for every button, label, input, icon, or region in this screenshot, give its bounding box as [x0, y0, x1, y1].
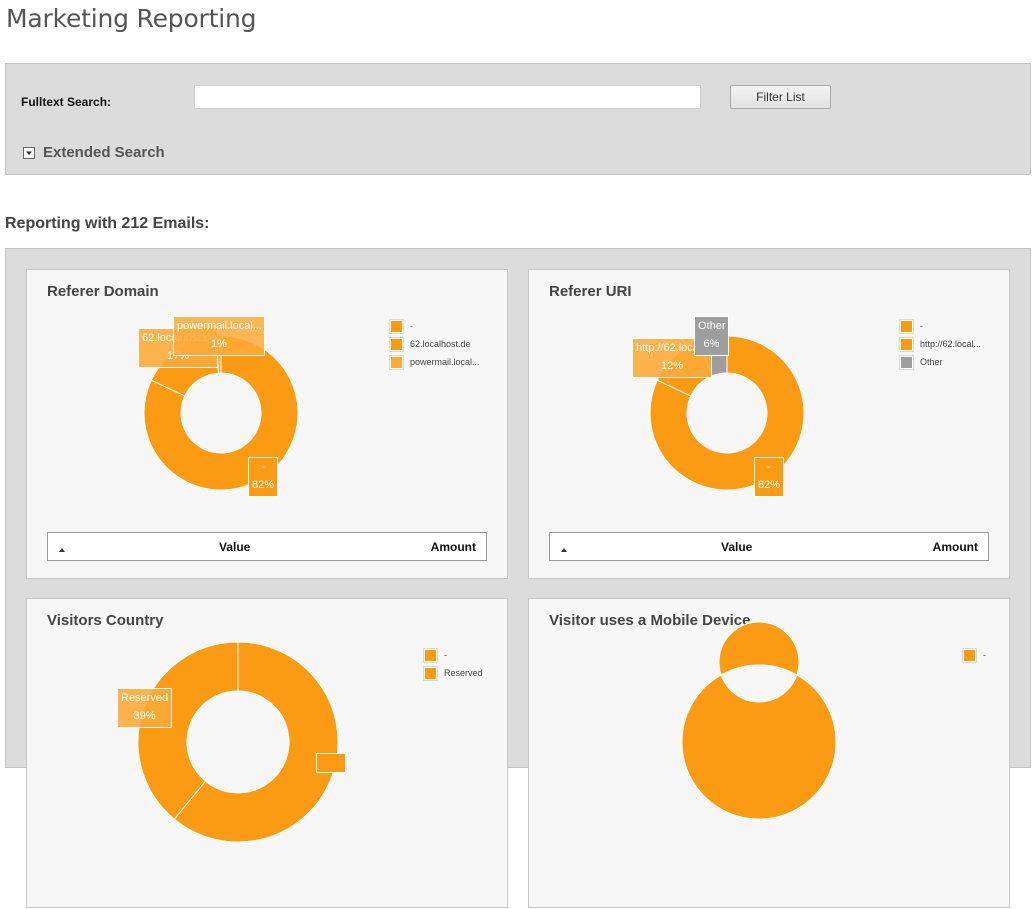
- fulltext-search-label: Fulltext Search:: [21, 95, 112, 109]
- legend-swatch: [962, 647, 977, 663]
- table-header-value[interactable]: Value: [219, 540, 251, 554]
- legend-swatch: [899, 336, 914, 352]
- chart-table-header: Value Amount: [549, 532, 989, 561]
- page-title: Marketing Reporting: [6, 4, 257, 33]
- legend-label: 62.localhost.de: [410, 339, 471, 349]
- legend-swatch: [899, 354, 914, 370]
- donut-slice[interactable]: [143, 335, 299, 491]
- legend-label: Other: [920, 357, 943, 367]
- chart-legend: - http://62.local... Other: [899, 317, 982, 371]
- extended-search-toggle[interactable]: Extended Search: [23, 144, 165, 161]
- chart-title: Visitor uses a Mobile Device: [549, 612, 751, 629]
- legend-label: -: [410, 321, 413, 331]
- legend-item[interactable]: Reserved: [423, 664, 483, 682]
- tooltip-label: powermail.local...: [177, 320, 262, 332]
- tooltip-value: 82%: [252, 479, 275, 491]
- legend-item[interactable]: powermail.local...: [389, 353, 480, 371]
- chart-legend: - Reserved: [423, 646, 483, 682]
- sort-asc-icon[interactable]: [560, 542, 568, 556]
- legend-swatch: [389, 318, 404, 334]
- chart-panel-visitors-country: Visitors Country - Reserved Reserved 39%: [26, 598, 508, 908]
- legend-item[interactable]: -: [423, 646, 483, 664]
- tooltip-value: 6%: [703, 338, 720, 350]
- chart-table-header: Value Amount: [47, 532, 487, 561]
- extended-search-label: Extended Search: [43, 144, 165, 161]
- legend-item[interactable]: 62.localhost.de: [389, 335, 480, 353]
- table-header-value[interactable]: Value: [721, 540, 753, 554]
- legend-item[interactable]: -: [962, 646, 986, 664]
- legend-label: http://62.local...: [920, 339, 982, 349]
- chevron-down-icon: [23, 146, 35, 159]
- legend-item[interactable]: -: [389, 317, 480, 335]
- slice-tooltip: Other 6%: [694, 316, 729, 356]
- slice-tooltip: [316, 753, 346, 773]
- chart-title: Referer Domain: [47, 283, 159, 300]
- donut-slice[interactable]: [681, 621, 837, 820]
- legend-swatch: [389, 354, 404, 370]
- legend-swatch: [423, 665, 438, 681]
- chart-title: Referer URI: [549, 283, 632, 300]
- table-header-amount[interactable]: Amount: [932, 540, 978, 554]
- chart-legend: -: [962, 646, 986, 664]
- donut-slice[interactable]: [649, 335, 805, 491]
- filter-list-button[interactable]: Filter List: [730, 85, 831, 109]
- donut-chart: [681, 621, 837, 820]
- fulltext-search-input[interactable]: [194, 85, 701, 109]
- legend-swatch: [899, 318, 914, 334]
- legend-swatch: [423, 647, 438, 663]
- slice-tooltip: Reserved 39%: [117, 688, 172, 728]
- tooltip-label: http://62.local...: [636, 342, 711, 354]
- chart-title: Visitors Country: [47, 612, 164, 629]
- tooltip-value: 39%: [133, 710, 156, 722]
- chart-panel-referer-uri: Referer URI - http://62.local... Other h…: [528, 269, 1010, 579]
- legend-label: -: [444, 650, 447, 660]
- slice-tooltip: - 82%: [248, 457, 278, 497]
- chart-panel-mobile-device: Visitor uses a Mobile Device -: [528, 598, 1010, 908]
- tooltip-value: 1%: [211, 338, 227, 350]
- legend-label: powermail.local...: [410, 357, 480, 367]
- tooltip-label: -: [261, 461, 265, 473]
- legend-item[interactable]: -: [899, 317, 981, 335]
- legend-swatch: [389, 336, 404, 352]
- legend-item[interactable]: Other: [899, 353, 981, 371]
- report-area: Referer Domain - 62.localhost.de powerma…: [5, 248, 1031, 908]
- tooltip-label: Reserved: [121, 692, 169, 704]
- tooltip-label: -: [767, 461, 771, 473]
- legend-label: -: [983, 650, 986, 660]
- report-heading: Reporting with 212 Emails:: [5, 215, 210, 232]
- slice-tooltip: powermail.local... 1%: [173, 316, 265, 356]
- chart-legend: - 62.localhost.de powermail.local...: [389, 317, 480, 371]
- chart-panel-referer-domain: Referer Domain - 62.localhost.de powerma…: [26, 269, 508, 579]
- slice-tooltip: - 82%: [754, 457, 784, 497]
- table-header-amount[interactable]: Amount: [430, 540, 476, 554]
- legend-item[interactable]: http://62.local...: [899, 335, 982, 353]
- tooltip-value: 12%: [660, 360, 684, 372]
- tooltip-label: Other: [698, 320, 726, 332]
- tooltip-value: 82%: [758, 479, 781, 491]
- legend-label: -: [920, 321, 923, 331]
- search-panel: Fulltext Search: Filter List Extended Se…: [5, 63, 1031, 175]
- legend-label: Reserved: [444, 668, 483, 678]
- sort-asc-icon[interactable]: [58, 542, 66, 556]
